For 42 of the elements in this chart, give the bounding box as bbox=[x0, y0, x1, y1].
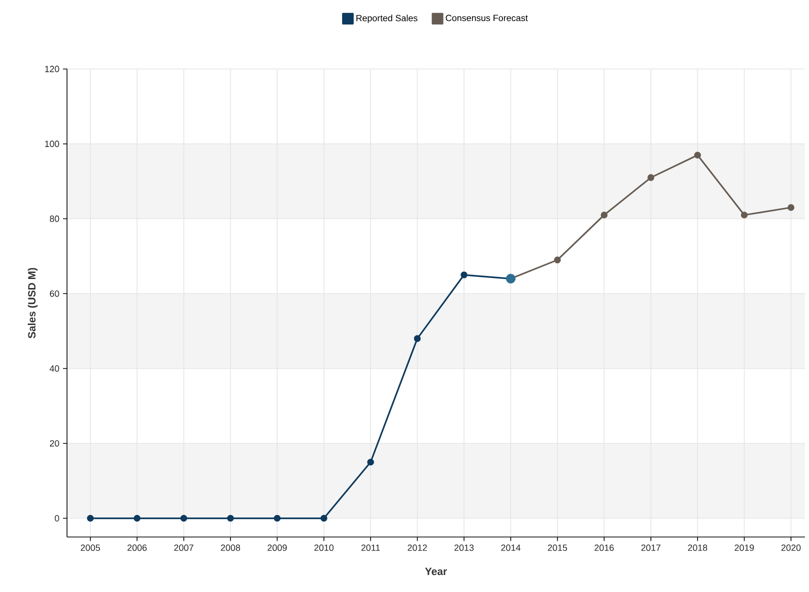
x-tick-label: 2017 bbox=[641, 544, 660, 551]
legend-label: Consensus Forecast bbox=[446, 14, 528, 22]
point bbox=[227, 514, 234, 522]
x-tick-label: 2011 bbox=[361, 544, 380, 551]
point bbox=[367, 458, 374, 466]
point bbox=[694, 152, 701, 159]
y-tick-label: 20 bbox=[50, 440, 60, 447]
x-tick-label: 2010 bbox=[314, 544, 334, 551]
point bbox=[274, 514, 281, 522]
x-tick-label: 2005 bbox=[80, 544, 100, 551]
x-tick-label: 2012 bbox=[408, 544, 427, 551]
x-tick-label: 2015 bbox=[548, 544, 568, 551]
legend-label: Reported Sales bbox=[356, 14, 418, 24]
y-tick-label: 40 bbox=[50, 365, 60, 372]
x-tick-label: 2020 bbox=[781, 544, 801, 551]
point bbox=[600, 212, 608, 218]
x-tick-label: 2009 bbox=[268, 544, 287, 551]
y-tick-label: 0 bbox=[54, 515, 60, 522]
point bbox=[414, 335, 421, 342]
point bbox=[134, 514, 140, 522]
x-axis-title: Year bbox=[425, 568, 447, 576]
x-tick-label: 2007 bbox=[174, 544, 194, 551]
x-tick-label: 2014 bbox=[501, 544, 520, 551]
point bbox=[647, 174, 654, 181]
point bbox=[554, 256, 561, 264]
point bbox=[460, 272, 468, 278]
y-axis-title: Sales (USD M) bbox=[28, 268, 38, 338]
x-tick-label: 2018 bbox=[688, 544, 708, 551]
x-tick-label: 2019 bbox=[734, 544, 754, 551]
y-tick-label: 60 bbox=[50, 290, 60, 297]
x-tick-label: 2008 bbox=[220, 544, 240, 551]
point bbox=[788, 204, 794, 211]
x-tick-label: 2013 bbox=[454, 544, 474, 551]
x-tick-label: 2006 bbox=[128, 544, 147, 551]
y-tick-label: 100 bbox=[45, 140, 60, 148]
point bbox=[180, 514, 188, 522]
point bbox=[320, 514, 328, 522]
point bbox=[740, 212, 748, 218]
point bbox=[86, 514, 94, 522]
y-tick-label: 120 bbox=[45, 66, 60, 72]
x-tick-label: 2016 bbox=[594, 544, 614, 551]
y-tick-label: 80 bbox=[50, 216, 60, 222]
